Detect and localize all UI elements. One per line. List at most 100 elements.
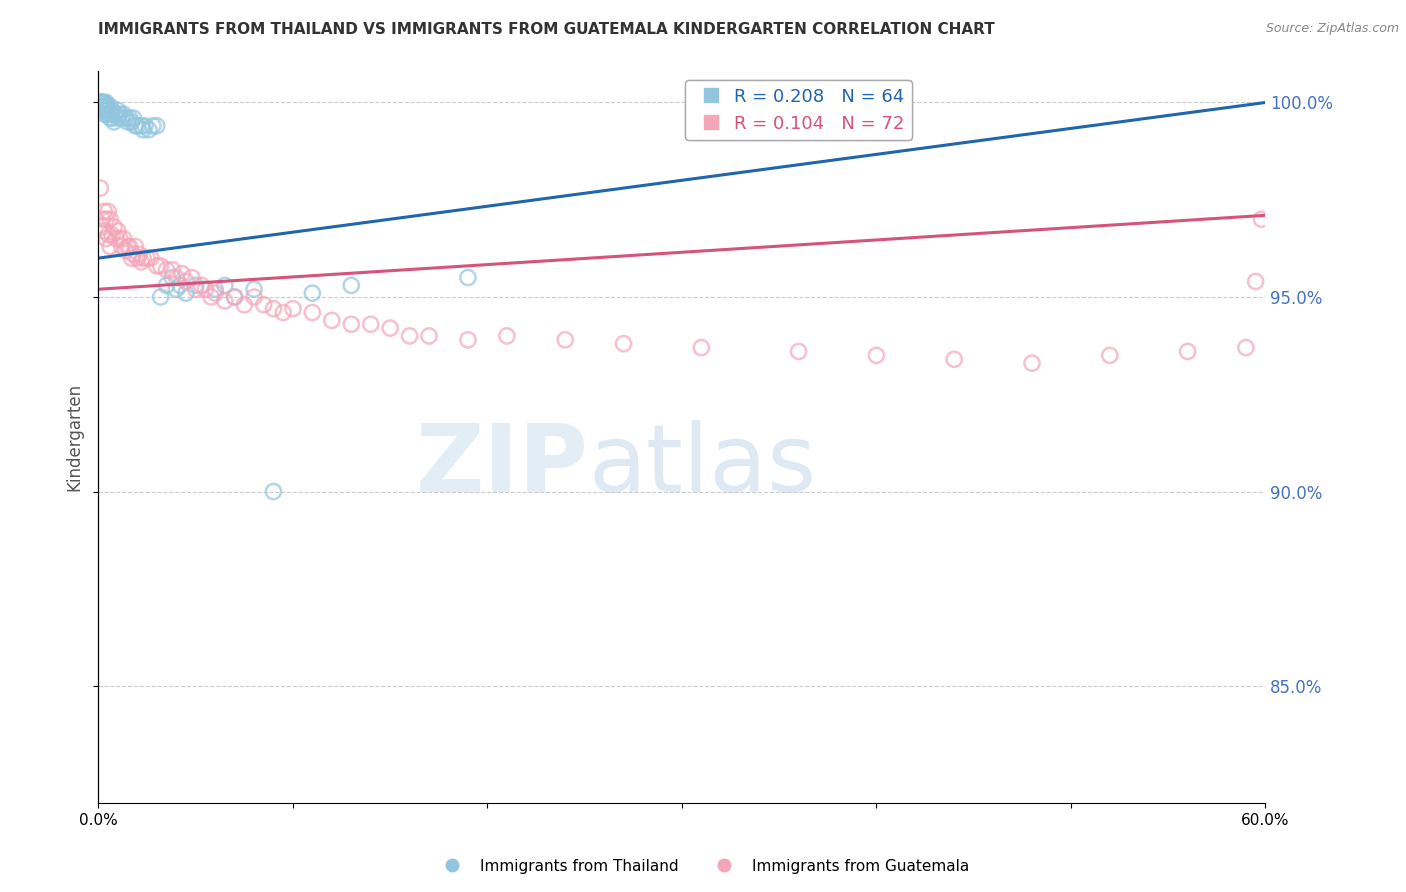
Point <box>91 95 114 110</box>
Point <box>107 111 129 125</box>
Point <box>124 119 146 133</box>
Point <box>262 484 284 499</box>
Point <box>457 270 479 285</box>
Point <box>101 103 124 118</box>
Point <box>253 298 276 312</box>
Point <box>138 122 160 136</box>
Point <box>96 232 118 246</box>
Point <box>129 119 152 133</box>
Point <box>91 99 114 113</box>
Point <box>122 247 145 261</box>
Point <box>112 107 135 121</box>
Point <box>108 107 131 121</box>
Point <box>111 111 134 125</box>
Point <box>101 111 124 125</box>
Point <box>91 219 114 234</box>
Point <box>96 99 118 113</box>
Point <box>281 301 304 316</box>
Point <box>122 111 145 125</box>
Text: ZIP: ZIP <box>416 420 589 512</box>
Point <box>128 247 150 261</box>
Point <box>169 278 191 293</box>
Point <box>118 111 141 125</box>
Point <box>214 293 236 308</box>
Point <box>121 251 143 265</box>
Point <box>132 122 155 136</box>
Point <box>98 111 121 125</box>
Point <box>127 119 149 133</box>
Point <box>104 107 127 121</box>
Point <box>184 282 207 296</box>
Point <box>162 262 184 277</box>
Point <box>457 333 479 347</box>
Point <box>114 111 136 125</box>
Point <box>1177 344 1199 359</box>
Point <box>98 212 121 227</box>
Point <box>200 290 222 304</box>
Point <box>112 232 135 246</box>
Point <box>93 103 115 118</box>
Point <box>134 119 156 133</box>
Point <box>360 318 382 332</box>
Point <box>690 341 713 355</box>
Point <box>93 204 115 219</box>
Point <box>117 115 139 129</box>
Point <box>108 232 131 246</box>
Point <box>495 329 517 343</box>
Point <box>787 344 810 359</box>
Point <box>97 204 120 219</box>
Point <box>89 181 111 195</box>
Point <box>398 329 420 343</box>
Point <box>97 107 120 121</box>
Point <box>91 99 114 113</box>
Point <box>321 313 343 327</box>
Point <box>613 336 636 351</box>
Text: IMMIGRANTS FROM THAILAND VS IMMIGRANTS FROM GUATEMALA KINDERGARTEN CORRELATION C: IMMIGRANTS FROM THAILAND VS IMMIGRANTS F… <box>98 22 995 37</box>
Point <box>271 305 294 319</box>
Point <box>146 259 169 273</box>
Point <box>139 251 162 265</box>
Point <box>91 95 114 110</box>
Point <box>174 286 197 301</box>
Point <box>107 224 129 238</box>
Point <box>91 95 114 110</box>
Point <box>97 103 120 118</box>
Point <box>233 298 256 312</box>
Point <box>118 239 141 253</box>
Point <box>127 251 149 265</box>
Point <box>224 290 246 304</box>
Point <box>1021 356 1043 370</box>
Point <box>155 278 177 293</box>
Point <box>180 270 202 285</box>
Point <box>103 219 125 234</box>
Point <box>1250 212 1272 227</box>
Point <box>865 348 887 362</box>
Point <box>117 239 139 253</box>
Point <box>96 95 118 110</box>
Point <box>194 282 217 296</box>
Point <box>91 212 114 227</box>
Point <box>1244 275 1267 289</box>
Point <box>262 301 284 316</box>
Point <box>142 119 165 133</box>
Point <box>136 251 159 265</box>
Point <box>149 290 172 304</box>
Point <box>114 244 136 258</box>
Point <box>378 321 402 335</box>
Point <box>93 95 115 110</box>
Point <box>865 95 887 110</box>
Point <box>93 95 115 110</box>
Point <box>1098 348 1121 362</box>
Point <box>107 103 129 118</box>
Legend: R = 0.208   N = 64, R = 0.104   N = 72: R = 0.208 N = 64, R = 0.104 N = 72 <box>686 80 911 140</box>
Point <box>340 278 363 293</box>
Point <box>184 278 207 293</box>
Point <box>97 227 120 242</box>
Point <box>301 305 323 319</box>
Point <box>89 95 111 110</box>
Point <box>1234 341 1257 355</box>
Point <box>89 95 111 110</box>
Point <box>103 107 125 121</box>
Point <box>96 107 118 121</box>
Text: Source: ZipAtlas.com: Source: ZipAtlas.com <box>1265 22 1399 36</box>
